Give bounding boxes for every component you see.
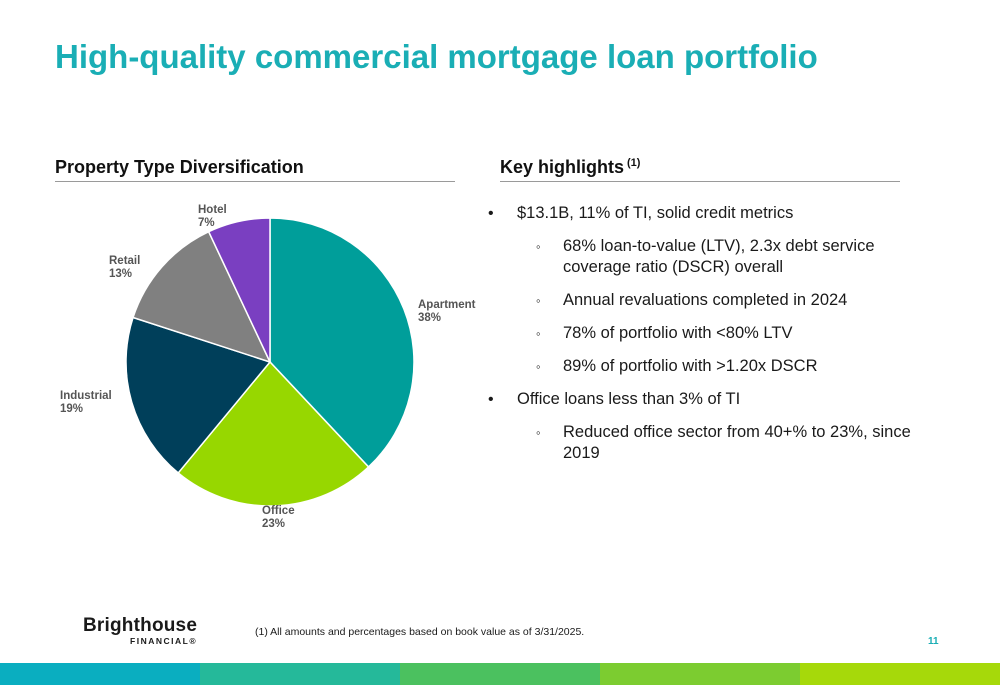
logo-registered-mark: ® bbox=[189, 636, 198, 646]
pie-slices bbox=[125, 217, 415, 507]
page-number: 11 bbox=[928, 636, 939, 647]
bullet-marker: ◦ bbox=[536, 359, 541, 374]
key-highlights-list: • $13.1B, 11% of TI, solid credit metrics… bbox=[486, 203, 936, 476]
footer-color-segment bbox=[0, 663, 200, 685]
bullet-marker: ◦ bbox=[536, 239, 541, 254]
highlights-section-heading: Key highlights (1) bbox=[500, 157, 900, 182]
highlight-text: Reduced office sector from 40+% to 23%, … bbox=[563, 423, 911, 462]
pie-label-hotel: Hotel 7% bbox=[198, 204, 227, 229]
bullet-marker: ◦ bbox=[536, 326, 541, 341]
pie-label-value: 7% bbox=[198, 217, 215, 229]
pie-label-name: Office bbox=[262, 505, 295, 517]
pie-label-industrial: Industrial 19% bbox=[60, 390, 112, 415]
brighthouse-logo: Brighthouse FINANCIAL® bbox=[83, 615, 197, 646]
pie-label-name: Hotel bbox=[198, 204, 227, 216]
highlight-item: • Office loans less than 3% of TI bbox=[486, 389, 936, 410]
highlight-item: ◦ Annual revaluations completed in 2024 bbox=[486, 290, 936, 311]
highlight-item: • $13.1B, 11% of TI, solid credit metrics bbox=[486, 203, 936, 224]
footnote: (1) All amounts and percentages based on… bbox=[255, 626, 585, 638]
bullet-marker: • bbox=[488, 205, 494, 222]
pie-slice-office bbox=[177, 360, 370, 507]
pie-label-name: Apartment bbox=[418, 299, 476, 311]
pie-label-retail: Retail 13% bbox=[109, 255, 140, 280]
logo-wordmark: Brighthouse bbox=[83, 615, 198, 636]
highlight-text: $13.1B, 11% of TI, solid credit metrics bbox=[517, 204, 794, 222]
footer-color-bar bbox=[0, 663, 1000, 685]
bullet-marker: ◦ bbox=[536, 293, 541, 308]
pie-label-name: Retail bbox=[109, 255, 140, 267]
footer-color-segment bbox=[800, 663, 1000, 685]
highlight-item: ◦ 78% of portfolio with <80% LTV bbox=[486, 323, 936, 344]
bullet-marker: ◦ bbox=[536, 425, 541, 440]
pie-section-heading-text: Property Type Diversification bbox=[55, 157, 304, 177]
bullet-marker: • bbox=[488, 391, 494, 408]
pie-label-name: Industrial bbox=[60, 390, 112, 402]
logo-subtext: FINANCIAL® bbox=[83, 636, 197, 646]
logo-subtext-label: FINANCIAL bbox=[130, 636, 190, 646]
highlight-text: Office loans less than 3% of TI bbox=[517, 390, 741, 408]
highlight-text: 89% of portfolio with >1.20x DSCR bbox=[563, 357, 818, 375]
highlight-item: ◦ 89% of portfolio with >1.20x DSCR bbox=[486, 356, 936, 377]
pie-label-value: 13% bbox=[109, 268, 132, 280]
property-type-pie-chart: Apartment 38% Office 23% Industrial 19% Retail… bbox=[60, 204, 476, 530]
pie-section-heading: Property Type Diversification bbox=[55, 157, 455, 182]
highlight-text: 68% loan-to-value (LTV), 2.3x debt servi… bbox=[563, 237, 875, 276]
pie-label-value: 23% bbox=[262, 518, 285, 530]
pie-labels: Apartment 38% Office 23% Industrial 19% Retail… bbox=[60, 204, 476, 530]
footer-color-segment bbox=[200, 663, 400, 685]
highlight-text: 78% of portfolio with <80% LTV bbox=[563, 324, 793, 342]
footer-color-segment bbox=[600, 663, 800, 685]
pie-label-office: Office 23% bbox=[262, 505, 295, 530]
pie-label-apartment: Apartment 38% bbox=[418, 299, 476, 324]
pie-slice-hotel bbox=[207, 217, 271, 363]
highlight-text: Annual revaluations completed in 2024 bbox=[563, 291, 848, 309]
highlights-heading-footnote-ref: (1) bbox=[627, 157, 641, 169]
pie-label-value: 38% bbox=[418, 312, 441, 324]
pie-slice-retail bbox=[132, 230, 272, 364]
pie-slice-apartment bbox=[269, 217, 415, 469]
highlight-item: ◦ 68% loan-to-value (LTV), 2.3x debt serv… bbox=[486, 236, 936, 278]
highlights-heading-text: Key highlights bbox=[500, 157, 625, 177]
page-title: High-quality commercial mortgage loan po… bbox=[55, 38, 818, 75]
highlight-item: ◦ Reduced office sector from 40+% to 23%,… bbox=[486, 422, 936, 464]
footer-color-segment bbox=[400, 663, 600, 685]
pie-label-value: 19% bbox=[60, 403, 83, 415]
pie-slice-industrial bbox=[125, 316, 272, 475]
